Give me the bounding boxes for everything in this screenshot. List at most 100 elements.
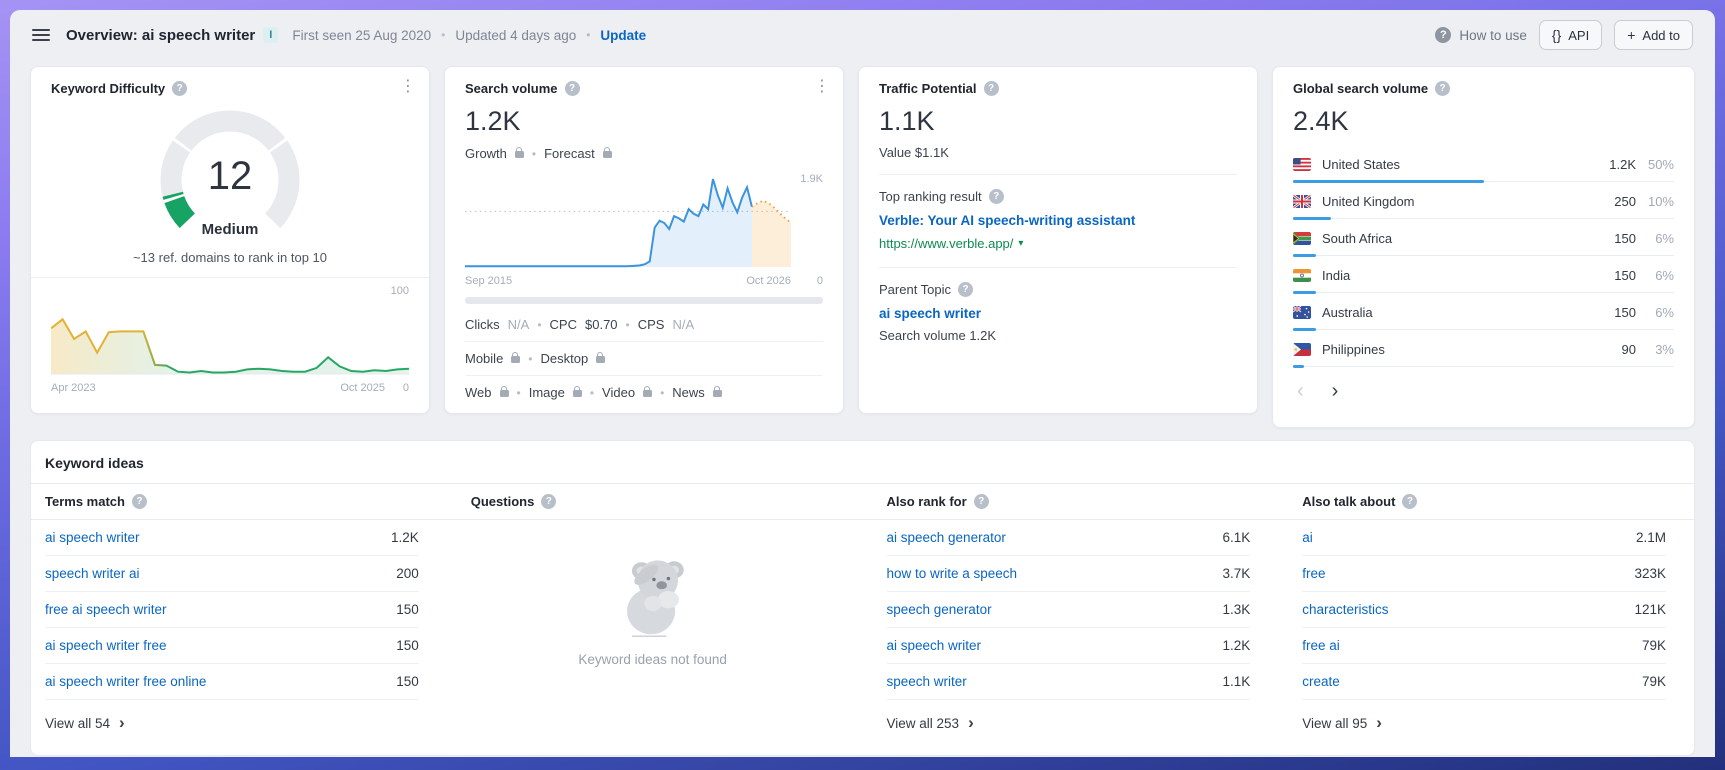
also-rank-for-header: Also rank for? (863, 484, 1279, 519)
app-window: Overview: ai speech writer I First seen … (10, 10, 1715, 757)
country-volume: 150 (1614, 231, 1636, 246)
country-row[interactable]: United Kingdom 250 10% (1293, 186, 1674, 220)
country-volume: 250 (1614, 194, 1636, 209)
keyword-link[interactable]: how to write a speech (886, 566, 1018, 581)
kebab-menu-icon[interactable]: ⋮ (400, 78, 416, 95)
top-ranking-result-link[interactable]: Verble: Your AI speech-writing assistant (879, 213, 1136, 228)
keyword-link[interactable]: speech writer ai (45, 566, 140, 581)
growth-label[interactable]: Growth (465, 146, 507, 161)
help-icon[interactable]: ? (172, 81, 188, 96)
parent-topic-volume: Search volume 1.2K (879, 328, 997, 343)
help-icon[interactable]: ? (983, 81, 999, 96)
kd-ymin-label: 0 (402, 382, 409, 394)
api-button[interactable]: {} API (1538, 20, 1603, 50)
keyword-link[interactable]: speech writer (886, 674, 967, 689)
first-seen-text: First seen 25 Aug 2020 (292, 27, 432, 43)
kd-score: 12 (207, 154, 253, 198)
forecast-label[interactable]: Forecast (544, 146, 595, 161)
country-row[interactable]: United States 1.2K 50% (1293, 149, 1674, 183)
keyword-link[interactable]: create (1302, 674, 1340, 689)
ideas-headers-row: Terms match? Questions? Also rank for? A… (31, 484, 1694, 520)
help-icon[interactable]: ? (541, 494, 557, 509)
keyword-link[interactable]: speech generator (886, 602, 992, 617)
bullet-separator: • (537, 317, 542, 332)
card-title: Global search volume (1293, 81, 1429, 96)
in-flag-icon (1293, 269, 1311, 282)
keyword-link[interactable]: characteristics (1302, 602, 1389, 617)
lock-icon (602, 147, 612, 158)
keyword-link[interactable]: ai speech writer (886, 638, 982, 653)
keyword-link[interactable]: ai speech writer free (45, 638, 167, 653)
keyword-link[interactable]: free ai speech writer (45, 602, 167, 617)
lock-icon (596, 352, 606, 363)
help-icon[interactable]: ? (988, 189, 1004, 204)
help-icon[interactable]: ? (564, 81, 580, 96)
keyword-link[interactable]: ai speech generator (886, 530, 1006, 545)
keyword-idea-row: free 323K (1302, 556, 1666, 592)
hamburger-menu-icon[interactable] (32, 29, 50, 41)
view-all-terms-match[interactable]: View all 54 › (45, 712, 125, 732)
keyword-link[interactable]: ai speech writer (45, 530, 140, 545)
help-icon[interactable]: ? (958, 282, 974, 297)
web-label[interactable]: Web (465, 385, 492, 400)
keyword-volume: 1.3K (1222, 602, 1251, 617)
help-icon[interactable]: ? (1402, 494, 1418, 509)
help-icon[interactable]: ? (131, 494, 147, 509)
keyword-volume: 79K (1641, 638, 1666, 653)
updated-text: Updated 4 days ago (455, 27, 577, 43)
video-label[interactable]: Video (602, 385, 636, 400)
country-row[interactable]: Philippines 90 3% (1293, 334, 1674, 368)
mobile-label[interactable]: Mobile (465, 351, 504, 366)
keyword-idea-row: characteristics 121K (1302, 592, 1666, 628)
kd-x-left-label: Apr 2023 (51, 382, 96, 394)
global-search-volume-card: Global search volume ? 2.4K United State… (1272, 66, 1695, 428)
help-icon[interactable]: ? (1435, 81, 1451, 96)
country-list: United States 1.2K 50% United Kingdom 250 10%… (1293, 149, 1674, 368)
next-page-icon[interactable]: › (1331, 380, 1339, 402)
add-to-button[interactable]: + Add to (1614, 20, 1693, 50)
sv-x-right-label: Oct 2026 (746, 275, 791, 287)
image-label[interactable]: Image (528, 385, 565, 400)
prev-page-icon[interactable]: ‹ (1297, 380, 1304, 402)
kebab-menu-icon[interactable]: ⋮ (814, 78, 830, 95)
parent-topic-link[interactable]: ai speech writer (879, 306, 982, 321)
country-percent: 6% (1655, 305, 1674, 320)
cps-value: N/A (672, 317, 695, 332)
view-all-also-talk-about[interactable]: View all 95 › (1302, 712, 1382, 732)
top-ranking-url-link[interactable]: https://www.verble.app/ ▾ (879, 236, 1024, 251)
country-name: India (1322, 268, 1351, 283)
keyword-link[interactable]: ai speech writer free online (45, 674, 207, 689)
chart-range-slider[interactable] (465, 297, 823, 304)
keyword-volume: 121K (1634, 602, 1666, 617)
also-talk-about-column: ai 2.1M free 323K characteristics 121K free ai… (1278, 520, 1694, 746)
desktop-label[interactable]: Desktop (540, 351, 589, 366)
top-bar: Overview: ai speech writer I First seen … (10, 10, 1715, 60)
card-title: Traffic Potential (879, 81, 977, 96)
cps-label: CPS (637, 317, 665, 332)
lock-icon (643, 386, 653, 397)
traffic-potential-card: Traffic Potential ? 1.1K Value $1.1K Top… (858, 66, 1258, 414)
keyword-link[interactable]: free ai (1302, 638, 1340, 653)
view-all-also-rank-for[interactable]: View all 253 › (886, 712, 974, 732)
keyword-link[interactable]: free (1302, 566, 1326, 581)
country-name: Philippines (1322, 342, 1385, 357)
how-to-use-link[interactable]: How to use (1459, 27, 1527, 43)
help-icon[interactable]: ? (973, 494, 989, 509)
country-row[interactable]: Australia 150 6% (1293, 297, 1674, 331)
lock-icon (572, 386, 582, 397)
country-share-bar (1293, 180, 1674, 183)
kd-level: Medium (201, 221, 259, 238)
keyword-link[interactable]: ai (1302, 530, 1313, 545)
country-row[interactable]: India 150 6% (1293, 260, 1674, 294)
country-row[interactable]: South Africa 150 6% (1293, 223, 1674, 257)
keyword-idea-row: create 79K (1302, 664, 1666, 700)
help-icon[interactable]: ? (1435, 27, 1452, 43)
terms-match-column: ai speech writer 1.2K speech writer ai 200 f… (31, 520, 447, 746)
meta-separator: • (586, 28, 591, 42)
country-share-bar (1293, 328, 1674, 331)
chevron-right-icon: › (968, 712, 974, 732)
kd-hint: ~13 ref. domains to rank in top 10 (132, 250, 328, 265)
news-label[interactable]: News (672, 385, 705, 400)
country-volume: 150 (1614, 268, 1636, 283)
update-link[interactable]: Update (600, 27, 647, 43)
